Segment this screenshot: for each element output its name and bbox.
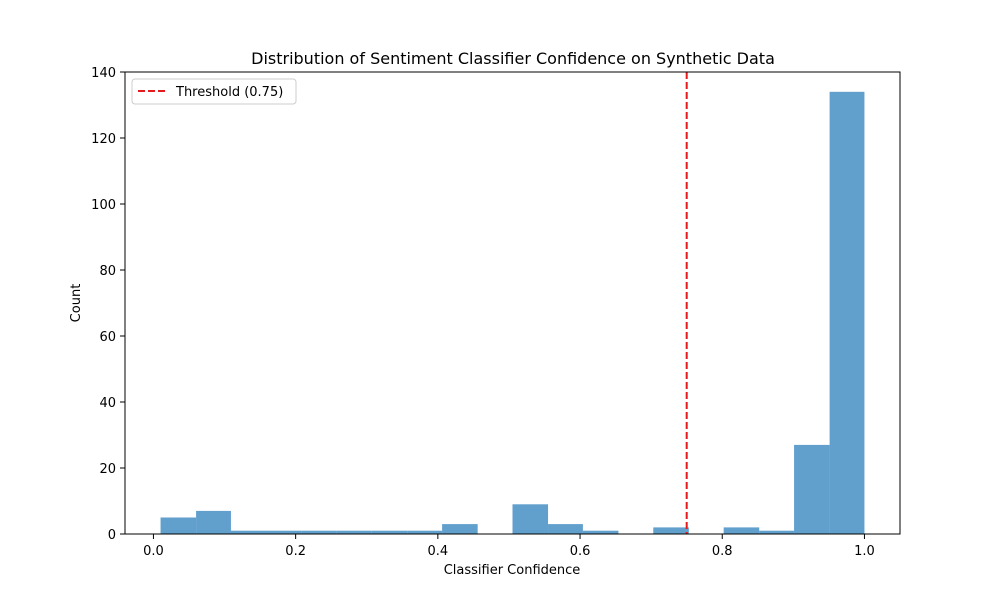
bars-group	[160, 91, 865, 535]
x-tick-label-0: 0.0	[143, 544, 164, 559]
histogram-bar-3	[266, 530, 302, 534]
y-tick-label-0: 0	[108, 528, 116, 543]
x-tick-label-3: 0.6	[570, 544, 591, 559]
y-tick-label-1: 20	[99, 462, 116, 477]
y-tick-label-5: 100	[91, 198, 116, 213]
legend-threshold-label: Threshold (0.75)	[175, 85, 283, 100]
y-tick-label-2: 40	[99, 396, 116, 411]
histogram-bar-10	[512, 504, 549, 534]
x-tick-label-1: 0.2	[285, 544, 306, 559]
y-tick-label-3: 60	[99, 330, 116, 345]
x-axis-label: Classifier Confidence	[444, 563, 581, 578]
histogram-bar-19	[829, 91, 865, 535]
histogram-bar-14	[653, 527, 689, 534]
y-tick-label-4: 80	[99, 264, 116, 279]
histogram-bar-6	[371, 530, 408, 534]
x-axis: 0.0 0.2 0.4 0.6 0.8 1.0	[143, 534, 875, 559]
y-tick-label-6: 120	[91, 132, 116, 147]
histogram-bar-8	[442, 524, 478, 534]
histogram-bar-0	[160, 517, 197, 534]
histogram-bar-2	[230, 530, 267, 534]
histogram-bar-11	[548, 524, 583, 534]
histogram-bar-4	[301, 530, 337, 534]
y-axis-label: Count	[69, 284, 84, 323]
x-tick-label-4: 0.8	[712, 544, 733, 559]
histogram-bar-18	[794, 444, 830, 534]
histogram-bar-17	[759, 530, 795, 534]
histogram-bar-12	[582, 530, 619, 534]
legend: Threshold (0.75)	[131, 78, 297, 105]
histogram-bar-1	[196, 510, 231, 534]
plot-frame	[124, 71, 901, 535]
y-tick-label-7: 140	[91, 66, 116, 81]
chart-title: Distribution of Sentiment Classifier Con…	[251, 49, 775, 68]
x-tick-label-5: 1.0	[854, 544, 875, 559]
histogram-bar-16	[723, 527, 760, 534]
y-axis: 0 20 40 60 80 100 120 140	[91, 66, 125, 543]
x-tick-label-2: 0.4	[428, 544, 449, 559]
legend-box	[131, 78, 297, 105]
histogram-bar-5	[336, 530, 372, 534]
histogram-bar-7	[407, 530, 443, 534]
